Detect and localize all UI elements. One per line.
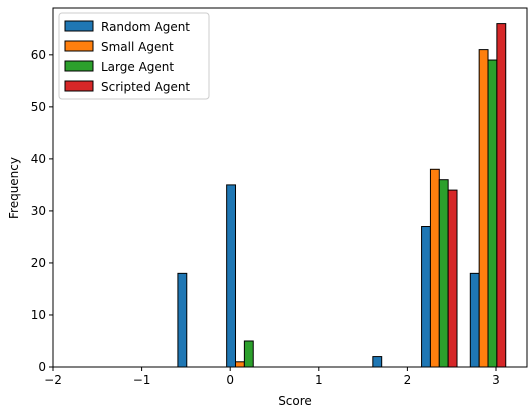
x-tick-label: −2 bbox=[44, 373, 62, 387]
y-tick-label: 0 bbox=[38, 360, 46, 374]
legend-swatch bbox=[64, 40, 94, 52]
bar bbox=[235, 361, 245, 368]
bar bbox=[469, 272, 480, 368]
y-tick-label: 20 bbox=[31, 256, 46, 270]
legend-label: Random Agent bbox=[101, 20, 190, 34]
legend-label: Large Agent bbox=[101, 60, 174, 74]
y-tick-label: 50 bbox=[31, 100, 46, 114]
x-tick-label: 3 bbox=[492, 373, 500, 387]
x-tick-label: −1 bbox=[133, 373, 151, 387]
x-tick-label: 2 bbox=[404, 373, 412, 387]
x-tick-label: 1 bbox=[315, 373, 323, 387]
bars-layer bbox=[177, 23, 507, 368]
bar bbox=[177, 272, 188, 368]
x-axis-label: Score bbox=[278, 394, 312, 407]
bar bbox=[496, 23, 507, 368]
bar bbox=[421, 226, 431, 368]
legend-label: Small Agent bbox=[101, 40, 174, 54]
legend: Random Agent Small Agent Large Agent Script… bbox=[58, 12, 210, 100]
legend-label: Scripted Agent bbox=[101, 80, 190, 94]
x-tick-label: 0 bbox=[226, 373, 234, 387]
bar bbox=[243, 340, 254, 368]
series-2 bbox=[243, 59, 498, 368]
legend-swatch bbox=[64, 20, 94, 32]
bar bbox=[438, 179, 449, 368]
bar bbox=[429, 168, 440, 368]
bar bbox=[487, 59, 498, 368]
y-tick-label: 10 bbox=[31, 308, 46, 322]
y-tick-label: 40 bbox=[31, 152, 46, 166]
legend-box bbox=[58, 12, 210, 100]
bar bbox=[447, 189, 458, 368]
legend-swatch bbox=[64, 60, 94, 72]
y-axis-label: Frequency bbox=[7, 157, 21, 219]
y-tick-label: 60 bbox=[31, 48, 46, 62]
plot-frame bbox=[52, 7, 528, 368]
bar bbox=[478, 49, 489, 368]
y-tick-label: 30 bbox=[31, 204, 46, 218]
bar bbox=[372, 356, 383, 368]
bar bbox=[226, 184, 237, 368]
legend-swatch bbox=[64, 80, 94, 92]
